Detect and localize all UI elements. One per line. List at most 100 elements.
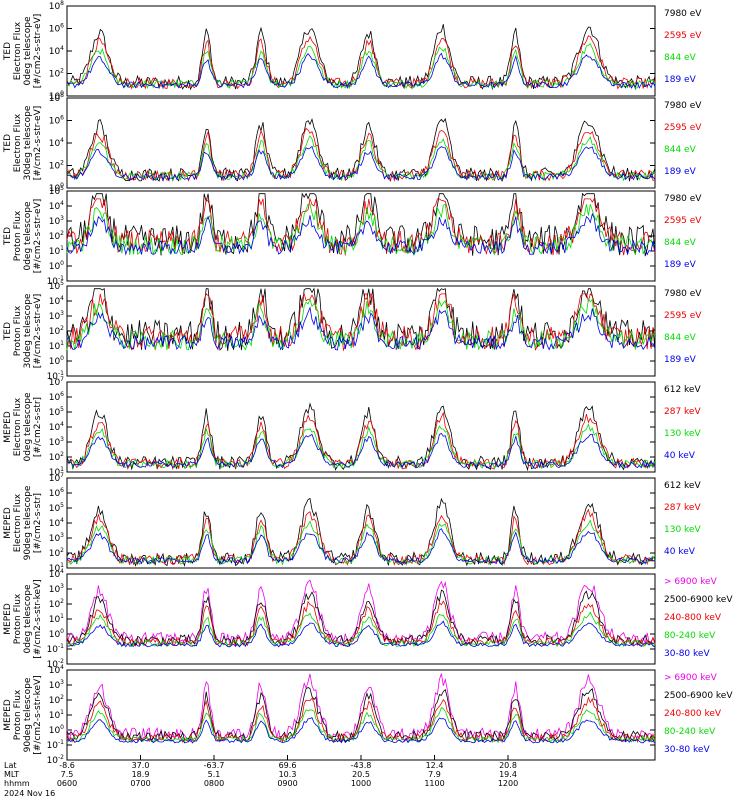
legend-entry: 7980 eV (664, 101, 702, 111)
legend-entry: 844 eV (664, 53, 697, 63)
legend-entry: 844 eV (664, 145, 697, 155)
y-axis-label-line: TED (3, 42, 13, 61)
y-tick-label: 102 (49, 160, 64, 172)
panel-frame (66, 477, 656, 569)
x-row-label: MLT (4, 770, 19, 779)
series-line (66, 611, 656, 648)
series-line (66, 145, 656, 181)
y-tick-label: 105 (49, 185, 64, 197)
y-tick-label: 104 (49, 568, 64, 580)
y-tick-label: 100 (49, 628, 64, 640)
x-tick-label: 7.9 (428, 770, 441, 779)
flux-panel-4: 10-1 100 101 102 103 104 105 TED Proton Flux 30de… (3, 280, 702, 382)
x-axis: -8.67.5060037.018.90700-63.75.1080069.61… (4, 755, 518, 798)
x-tick-label: 10.3 (279, 770, 297, 779)
y-axis-label-line: Electron Flux (13, 397, 23, 456)
y-axis-label-line: TED (3, 322, 13, 341)
series-line (66, 432, 656, 469)
series-line (66, 717, 656, 744)
legend-entry: 612 keV (664, 481, 701, 491)
y-tick-label: 103 (49, 310, 64, 322)
y-axis-label-line: 90deg telescope (23, 485, 33, 560)
y-axis-label-line: [#/cm2-s-str-eV] (33, 294, 43, 369)
y-axis-label-line: Proton Flux (13, 689, 23, 740)
y-tick-label: 103 (49, 215, 64, 227)
series-line (66, 528, 656, 565)
y-tick-label: 100 (49, 355, 64, 367)
legend-entry: 287 keV (664, 407, 701, 417)
y-tick-label: 101 (49, 562, 64, 574)
legend-entry: 844 eV (664, 333, 697, 343)
y-tick-label: 103 (49, 532, 64, 544)
series-line (66, 579, 656, 647)
flux-panel-2: 100 102 104 106 108 TED Electron Flux 30deg tel… (3, 92, 702, 194)
series-line (66, 24, 656, 91)
series-line (66, 135, 656, 182)
y-tick-label: 106 (49, 115, 64, 127)
y-tick-label: 10-1 (47, 275, 65, 287)
y-tick-label: 103 (49, 436, 64, 448)
y-axis-label-line: 0deg telescope (23, 16, 33, 86)
y-tick-label: 105 (49, 406, 64, 418)
y-axis-label-line: MEPED (3, 603, 13, 635)
y-tick-label: 106 (49, 23, 64, 35)
y-tick-label: 103 (49, 583, 64, 595)
y-axis-label-line: [#/cm2-s-str-eV] (33, 199, 43, 274)
x-tick-label: 1100 (424, 779, 444, 788)
y-tick-label: 104 (49, 137, 64, 149)
y-tick-label: 100 (49, 260, 64, 272)
y-tick-label: 104 (49, 664, 64, 676)
y-tick-label: 101 (49, 466, 64, 478)
x-row-label: Lat (4, 761, 17, 770)
y-tick-label: 101 (49, 613, 64, 625)
legend-entry: 287 keV (664, 503, 701, 513)
legend-entry: 80-240 keV (664, 727, 716, 737)
legend-entry: 844 eV (664, 238, 697, 248)
y-axis-label-line: 0deg telescope (23, 392, 33, 462)
y-axis-label-line: [#/cm2-s-str] (33, 397, 43, 457)
x-tick-label: 20.8 (499, 761, 517, 770)
x-tick-label: 1200 (498, 779, 518, 788)
y-tick-label: 107 (49, 472, 64, 484)
y-axis-label-line: Electron Flux (13, 21, 23, 80)
y-tick-label: 103 (49, 679, 64, 691)
legend-entry: 2595 eV (664, 216, 702, 226)
series-line (66, 287, 656, 351)
y-tick-label: 102 (49, 598, 64, 610)
y-axis-label-line: 30deg telescope (23, 293, 33, 368)
y-tick-label: 10-1 (47, 643, 65, 655)
y-tick-label: 102 (49, 547, 64, 559)
y-axis-label-line: Proton Flux (13, 305, 23, 356)
x-tick-label: -8.6 (59, 761, 75, 770)
series-line (66, 497, 656, 568)
y-tick-label: 104 (49, 421, 64, 433)
legend-entry: 30-80 keV (664, 649, 710, 659)
y-tick-label: 107 (49, 376, 64, 388)
legend-entry: 130 keV (664, 429, 701, 439)
y-axis-label-line: 30deg telescope (23, 105, 33, 180)
legend-entry: 2500-6900 keV (664, 691, 733, 701)
y-tick-label: 102 (49, 230, 64, 242)
y-axis-label-line: TED (3, 134, 13, 153)
x-tick-label: 7.5 (61, 770, 74, 779)
legend-entry: 40 keV (664, 451, 696, 461)
x-tick-label: -43.8 (351, 761, 372, 770)
y-axis-label-line: MEPED (3, 411, 13, 443)
y-axis-label-line: Proton Flux (13, 210, 23, 261)
panel-frame (66, 573, 656, 665)
legend-entry: 30-80 keV (664, 745, 710, 755)
y-tick-label: 10-2 (47, 658, 65, 670)
y-tick-label: 108 (49, 92, 64, 104)
legend-entry: 189 eV (664, 260, 697, 270)
legend-entry: 189 eV (664, 167, 697, 177)
y-tick-label: 100 (49, 724, 64, 736)
legend-entry: 189 eV (664, 75, 697, 85)
y-axis-label-line: [#/cm2-s-str-eV] (33, 106, 43, 181)
series-line (66, 620, 656, 648)
x-tick-label: 18.9 (132, 770, 150, 779)
series-line (66, 203, 656, 257)
x-tick-label: 5.1 (208, 770, 221, 779)
series-line (66, 696, 656, 744)
series-line (66, 212, 656, 256)
legend-entry: 189 eV (664, 355, 697, 365)
